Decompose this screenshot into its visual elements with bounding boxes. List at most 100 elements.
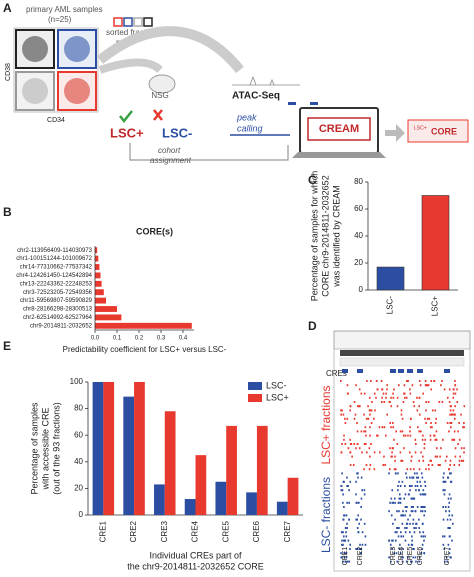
peak-mark <box>423 443 426 445</box>
peak-mark <box>416 472 418 475</box>
bar <box>103 382 115 515</box>
peak-mark <box>412 556 415 559</box>
peak-mark <box>365 464 368 466</box>
assignment-line: assignment <box>150 156 192 165</box>
peak-mark <box>363 489 366 492</box>
x-tick-label: CRE2 <box>129 520 138 542</box>
peak-mark <box>453 417 456 420</box>
peak-mark <box>453 430 456 433</box>
peak-mark <box>399 485 402 487</box>
peak-mark <box>443 472 445 475</box>
track-frame <box>333 330 471 572</box>
x-tick-label: 0.4 <box>179 336 188 342</box>
peak-mark <box>442 543 445 546</box>
peak-mark <box>366 380 368 382</box>
peak-mark <box>454 405 456 408</box>
peak-mark <box>396 531 398 534</box>
peak-mark <box>401 417 404 420</box>
negative-label: LSC- fractions <box>319 477 333 553</box>
peak-mark <box>407 556 409 559</box>
peak-mark <box>452 396 455 399</box>
panel-label: E <box>3 339 11 353</box>
peak-mark <box>360 497 363 500</box>
peak-mark <box>394 518 396 521</box>
peak-mark <box>376 388 379 391</box>
peak-mark <box>360 552 362 555</box>
cre-label: CRE2 <box>357 547 364 566</box>
peak-mark <box>396 527 398 529</box>
y-axis-label: CORE chr9-2014811-2032652 <box>320 175 330 296</box>
arrow <box>385 124 405 142</box>
peak-mark <box>420 535 423 538</box>
positive-label: LSC+ <box>110 125 144 140</box>
peak-mark <box>463 422 465 424</box>
peak-mark <box>346 476 348 479</box>
peak-mark <box>346 485 348 487</box>
peak-mark <box>424 535 426 538</box>
y-tick-label: 60 <box>74 430 83 439</box>
peak-mark <box>454 380 456 382</box>
peak-mark <box>423 552 426 555</box>
peak-mark <box>421 476 424 479</box>
peak-mark <box>391 548 393 550</box>
peak-mark <box>403 497 406 500</box>
peak-icon <box>310 102 318 105</box>
peak-mark <box>389 543 392 546</box>
peak-mark <box>348 560 350 563</box>
peak-mark <box>396 405 399 408</box>
peak-mark <box>401 556 403 559</box>
peak-mark <box>397 485 399 487</box>
peak-mark <box>440 447 442 450</box>
cre-marker <box>417 369 423 373</box>
peak-mark <box>422 392 424 395</box>
peak-mark <box>424 510 426 513</box>
bar <box>123 396 135 515</box>
peak-mark <box>341 539 343 542</box>
peak-mark <box>390 405 393 408</box>
peak-mark <box>369 413 371 416</box>
peak-mark <box>442 480 445 483</box>
bar <box>195 455 207 515</box>
peak-mark <box>407 434 409 437</box>
peak-mark <box>406 506 408 508</box>
peak-mark <box>340 409 342 412</box>
peak-mark <box>448 468 450 471</box>
peak-mark <box>442 535 444 538</box>
peak-mark <box>382 392 385 395</box>
peak-mark <box>424 417 426 420</box>
peak-mark <box>343 552 346 555</box>
peak-mark <box>380 380 383 382</box>
samples-count: (n=25) <box>48 15 72 24</box>
peak-mark <box>448 548 451 550</box>
peak-mark <box>412 497 415 500</box>
peak-mark <box>391 455 393 458</box>
peak-calling: peak <box>236 112 257 122</box>
assignment-line: cohort <box>158 146 181 155</box>
peak-mark <box>443 535 446 538</box>
peak-mark <box>402 434 405 437</box>
peak-mark <box>458 422 460 424</box>
peak-mark <box>460 447 463 450</box>
peak-mark <box>463 451 465 454</box>
peak-mark <box>413 497 416 500</box>
peak-mark <box>434 409 436 412</box>
peak-mark <box>429 459 432 462</box>
peak-mark <box>405 396 408 399</box>
cre-label: CRE5 <box>407 547 414 566</box>
peak-mark <box>440 384 442 387</box>
y-axis-label: Percentage of samples for which <box>309 171 319 302</box>
x-tick-label: LSC- <box>386 296 395 315</box>
peak-mark <box>373 417 375 420</box>
peak-mark <box>393 468 396 471</box>
peak-mark <box>392 501 395 504</box>
facs-plot <box>13 27 99 113</box>
peak-mark <box>458 459 461 462</box>
peak-mark <box>389 501 391 504</box>
bar <box>95 255 99 262</box>
peak-mark <box>359 548 361 550</box>
panel-label: D <box>308 319 317 333</box>
peak-mark <box>344 560 347 563</box>
peak-mark <box>377 434 379 437</box>
y-tick-label: chr2-62514992-62527964 <box>23 315 93 321</box>
cre-marker <box>342 369 348 373</box>
